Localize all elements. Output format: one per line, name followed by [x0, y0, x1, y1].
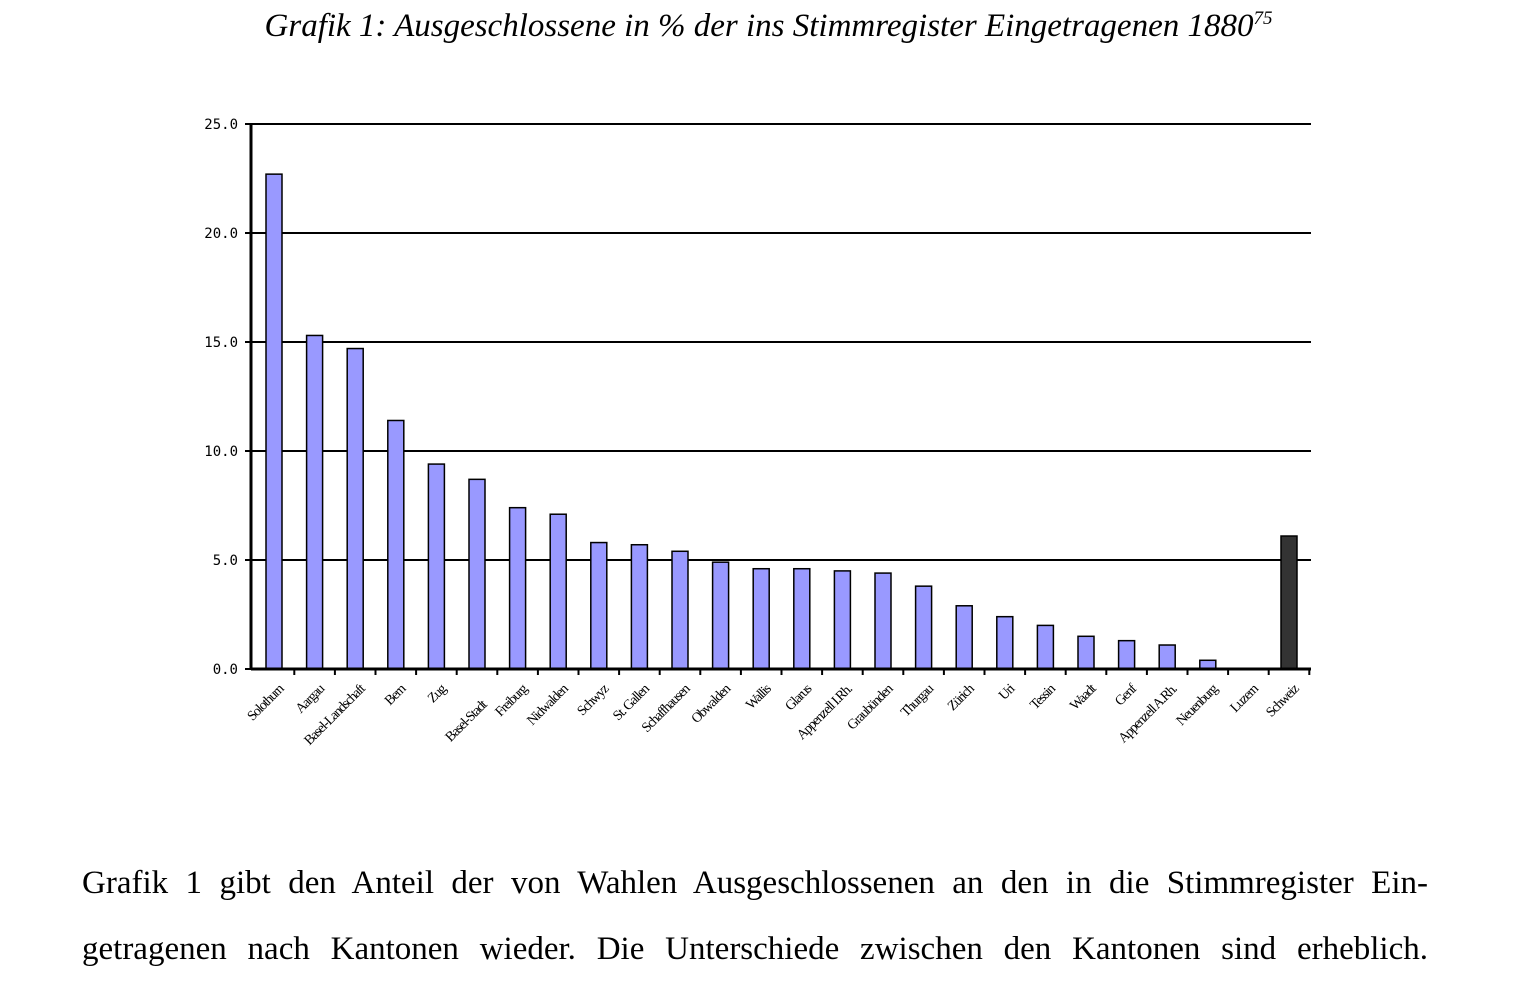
body-paragraph: Grafik 1 gibt den Anteil der von Wahlen …	[82, 850, 1428, 982]
bar-total	[1280, 535, 1298, 670]
x-tick-label: Neuenburg	[1174, 681, 1222, 729]
x-tick-label: Nidwalden	[525, 681, 572, 728]
bar	[265, 173, 283, 670]
bar	[1077, 635, 1095, 670]
chart-title: Grafik 1: Ausgeschlossene in % der ins S…	[0, 8, 1537, 45]
bar	[671, 550, 689, 670]
title-footnote-marker: 75	[1253, 8, 1273, 29]
axes	[249, 123, 1311, 671]
x-tick-label: Zürich	[945, 681, 978, 714]
bar-chart: 0.0 5.0 10.0 15.0 20.0 25.0 Solothurn Aargau Ba…	[204, 117, 1311, 749]
x-tick-label: Luzern	[1228, 681, 1262, 715]
x-tick-label: Tessin	[1028, 681, 1060, 713]
y-tick-label: 15.0	[204, 335, 238, 351]
x-tick-label: Uri	[996, 681, 1018, 703]
bar	[549, 513, 567, 670]
y-tick-label: 0.0	[213, 662, 238, 678]
y-tick-label: 20.0	[204, 226, 238, 242]
y-tick-label: 5.0	[213, 553, 238, 569]
x-tick-label: Waadt	[1067, 681, 1099, 713]
y-tick-label: 25.0	[204, 117, 238, 133]
x-tick-label: Genf	[1112, 681, 1140, 709]
x-tick-label: Aargau	[293, 681, 328, 716]
bar	[1036, 624, 1055, 670]
bar	[793, 567, 811, 670]
bar	[305, 334, 324, 670]
bars	[265, 173, 1298, 670]
bar	[1158, 644, 1176, 670]
chart-title-text: Grafik 1: Ausgeschlossene in % der ins S…	[264, 8, 1254, 44]
bar	[711, 561, 730, 670]
x-tick-label: Wallis	[743, 682, 774, 713]
bar	[427, 463, 446, 670]
bar	[508, 506, 527, 670]
bar	[833, 570, 852, 670]
paragraph-line-1: Grafik 1 gibt den Anteil der von Wahlen …	[82, 865, 1428, 901]
x-tick-label: Graubünden	[845, 681, 897, 733]
x-tick-label: Glarus	[783, 682, 815, 714]
x-tick-label: Schweiz	[1264, 682, 1303, 721]
bar	[914, 585, 933, 670]
bar	[955, 605, 973, 670]
x-tick-label: Bern	[382, 681, 409, 708]
x-tick-label: Thurgau	[898, 681, 937, 720]
bar	[387, 419, 405, 670]
paragraph-line-2: getragenen nach Kantonen wieder. Die Unt…	[82, 931, 1428, 967]
x-tick-label: Solothurn	[245, 681, 288, 724]
gridlines	[251, 123, 1311, 561]
y-tick-label: 10.0	[204, 444, 238, 460]
bar	[590, 541, 608, 670]
bar	[752, 567, 770, 670]
x-tick-label: Basel-Stadt	[443, 697, 491, 745]
bar	[1117, 639, 1136, 670]
bar	[468, 478, 486, 670]
x-tick-label: Schwyz	[575, 682, 613, 720]
x-tick-label: Obwalden	[689, 681, 734, 726]
y-axis-ticks: 0.0 5.0 10.0 15.0 20.0 25.0	[204, 117, 251, 678]
x-tick-label: Freiburg	[493, 681, 532, 720]
bar	[874, 572, 892, 670]
x-tick-label: Zug	[425, 681, 450, 706]
bar	[630, 543, 649, 670]
bar	[996, 615, 1014, 670]
bar	[346, 347, 364, 670]
